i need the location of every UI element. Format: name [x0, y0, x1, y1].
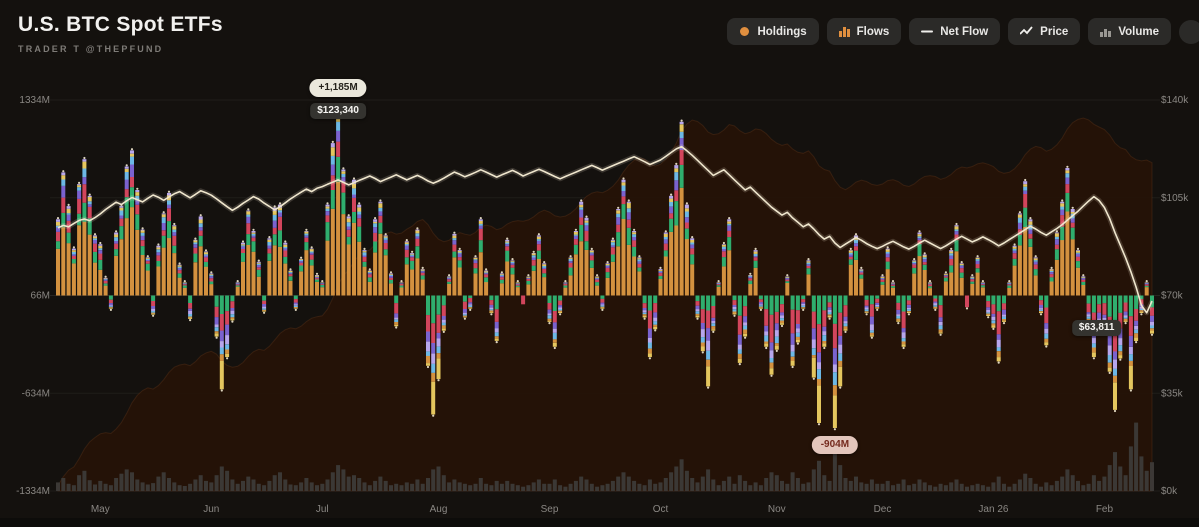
toggle-flows-label: Flows: [856, 25, 890, 38]
flows-bars-icon: [838, 26, 850, 37]
svg-text:May: May: [91, 504, 110, 515]
svg-text:-1334M: -1334M: [16, 486, 50, 497]
svg-text:1334M: 1334M: [19, 95, 50, 106]
price-line-icon: [1020, 26, 1033, 37]
toggle-flows-button[interactable]: Flows: [826, 18, 902, 45]
svg-text:Oct: Oct: [653, 504, 669, 515]
svg-text:$105k: $105k: [1161, 193, 1189, 204]
toggle-holdings-label: Holdings: [757, 25, 807, 38]
svg-text:Jun: Jun: [203, 504, 219, 515]
svg-text:Nov: Nov: [768, 504, 786, 515]
page-title: U.S. BTC Spot ETFs: [18, 13, 223, 36]
svg-text:$140k: $140k: [1161, 95, 1189, 106]
svg-text:$35k: $35k: [1161, 388, 1184, 399]
svg-text:66M: 66M: [31, 291, 50, 302]
svg-text:-634M: -634M: [22, 388, 50, 399]
svg-text:Jan 26: Jan 26: [978, 504, 1008, 515]
series-toggle-toolbar: Holdings Flows Net Flow Price: [727, 18, 1199, 45]
svg-text:Dec: Dec: [874, 504, 892, 515]
toggle-netflow-label: Net Flow: [940, 25, 989, 38]
header: U.S. BTC Spot ETFs TRADER T @THEPFUND Ho…: [0, 0, 1199, 64]
toggle-volume-button[interactable]: Volume: [1088, 18, 1171, 45]
page-subtitle: TRADER T @THEPFUND: [18, 44, 164, 54]
svg-text:$70k: $70k: [1161, 291, 1184, 302]
svg-text:Jul: Jul: [316, 504, 329, 515]
svg-text:Feb: Feb: [1096, 504, 1114, 515]
title-block: U.S. BTC Spot ETFs TRADER T @THEPFUND: [18, 13, 223, 54]
svg-text:Sep: Sep: [541, 504, 559, 515]
toggle-price-label: Price: [1040, 25, 1069, 38]
toggle-holdings-button[interactable]: Holdings: [727, 18, 819, 45]
peak-price-annotation: $123,340: [310, 103, 366, 120]
peak-flow-annotation: +1,185M: [309, 79, 367, 98]
more-button[interactable]: [1179, 19, 1199, 44]
svg-text:Aug: Aug: [430, 504, 448, 515]
volume-bars-icon: [1100, 26, 1112, 37]
last-price-annotation: $63,811: [1071, 319, 1122, 336]
bottom-strip: [0, 518, 1199, 527]
toggle-volume-label: Volume: [1118, 25, 1159, 38]
toggle-price-button[interactable]: Price: [1008, 18, 1081, 45]
svg-text:$0k: $0k: [1161, 486, 1178, 497]
toggle-netflow-button[interactable]: Net Flow: [909, 18, 1001, 45]
netflow-dash-icon: [921, 26, 934, 37]
holdings-dot-icon: [739, 26, 750, 37]
min-flow-annotation: -904M: [811, 435, 859, 454]
